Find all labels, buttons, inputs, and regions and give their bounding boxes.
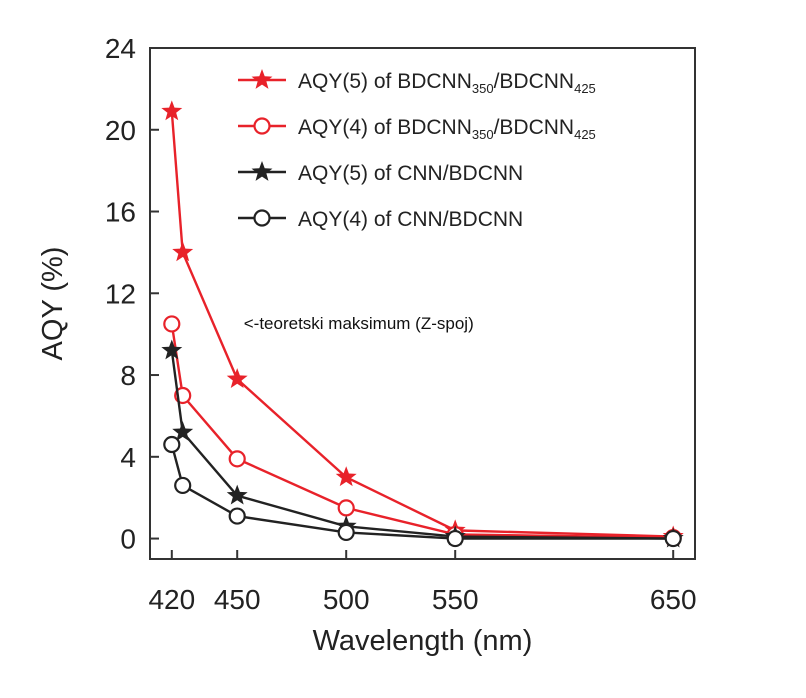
- series-3-point: [226, 484, 248, 505]
- legend-label: AQY(5) of BDCNN350/BDCNN425: [298, 70, 596, 96]
- legend-label: AQY(4) of BDCNN350/BDCNN425: [298, 116, 596, 142]
- series-2-point: [228, 450, 246, 468]
- x-tick-label: 450: [214, 584, 261, 615]
- series-2-line: [170, 323, 674, 539]
- x-tick-label: 650: [650, 584, 697, 615]
- series-4-point: [174, 476, 192, 495]
- series-3-point: [172, 421, 194, 442]
- legend-entry-2: AQY(4) of BDCNN350/BDCNN425: [238, 116, 596, 142]
- y-tick-label: 8: [120, 360, 136, 391]
- x-tick-label: 550: [432, 584, 479, 615]
- y-axis: 0 4 8 12 16 20 24: [105, 33, 159, 555]
- legend-marker: [253, 117, 271, 135]
- series-1-point: [335, 466, 357, 487]
- x-axis: 420 450 500 550 650: [148, 550, 697, 615]
- series-1-point: [161, 100, 183, 121]
- x-tick-label: 500: [323, 584, 370, 615]
- series-4-line: [170, 444, 674, 540]
- legend-marker: [251, 161, 273, 181]
- series-4-point: [664, 529, 682, 548]
- series-4-point: [228, 507, 246, 525]
- y-tick-label: 12: [105, 278, 136, 309]
- series-2-point: [337, 499, 355, 517]
- series-4-point: [446, 529, 464, 548]
- series-3-line: [170, 350, 674, 540]
- legend-marker: [251, 69, 273, 89]
- legend-entry-3: AQY(5) of CNN/BDCNN: [238, 161, 523, 185]
- legend-entry-1: AQY(5) of BDCNN350/BDCNN425: [238, 69, 596, 96]
- series-4: [163, 435, 682, 548]
- plot-frame: [149, 47, 696, 560]
- series-4-point: [163, 435, 181, 454]
- series-4-point: [337, 523, 355, 542]
- y-tick-label: 20: [105, 115, 136, 146]
- y-tick-label: 4: [120, 442, 136, 473]
- series-2-point: [163, 315, 181, 333]
- series-1-point: [172, 241, 194, 262]
- series-1-line: [170, 111, 674, 538]
- legend-label: AQY(4) of CNN/BDCNN: [298, 208, 523, 231]
- series-layer: [161, 100, 684, 548]
- y-tick-label: 16: [105, 197, 136, 228]
- legend-label: AQY(5) of CNN/BDCNN: [298, 162, 523, 185]
- x-tick-label: 420: [148, 584, 195, 615]
- legend: AQY(5) of BDCNN350/BDCNN425 AQY(4) of BDC…: [238, 69, 596, 231]
- legend-marker: [253, 209, 271, 227]
- series-1-point: [226, 368, 248, 389]
- y-axis-title: AQY (%): [37, 247, 69, 361]
- annotation-text: <-teoretski maksimum (Z-spoj): [244, 314, 474, 333]
- legend-entry-4: AQY(4) of CNN/BDCNN: [238, 208, 523, 231]
- series-3-point: [161, 339, 183, 360]
- y-tick-label: 0: [120, 524, 136, 555]
- y-tick-label: 24: [105, 33, 136, 64]
- x-axis-title: Wavelength (nm): [313, 625, 533, 657]
- annotations: <-teoretski maksimum (Z-spoj): [244, 314, 474, 333]
